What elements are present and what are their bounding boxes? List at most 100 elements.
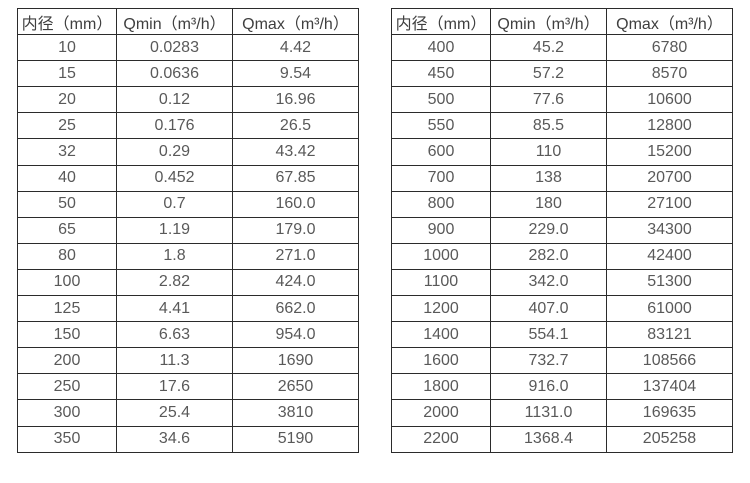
table-cell: 0.0636 — [116, 60, 233, 88]
table-cell: 2.82 — [116, 268, 233, 297]
table-row: 1000 282.0 42400 — [391, 242, 733, 270]
table-cell: 138 — [490, 164, 607, 192]
table-cell: 83121 — [606, 321, 733, 349]
table-cell: 6.63 — [116, 321, 233, 349]
table-cell: 0.176 — [116, 112, 233, 140]
table-cell: 108566 — [606, 347, 733, 375]
table-row: 250 17.6 2650 — [17, 373, 359, 401]
table-row: 40 0.452 67.85 — [17, 164, 359, 192]
table-cell: 11.3 — [116, 347, 233, 375]
table-cell: 57.2 — [490, 60, 607, 88]
table-cell: 732.7 — [490, 347, 607, 375]
table-cell: 110 — [490, 138, 607, 166]
table-cell: 450 — [391, 60, 491, 88]
table-cell: 662.0 — [232, 295, 359, 323]
table-cell: 600 — [391, 138, 491, 166]
table-cell: 4.41 — [116, 295, 233, 323]
table-cell: 700 — [391, 164, 491, 192]
table-cell: 4.42 — [232, 34, 359, 62]
table-cell: 1131.0 — [490, 399, 607, 427]
table-row: 700 138 20700 — [391, 164, 733, 192]
table-cell: 67.85 — [232, 164, 359, 192]
table-row: 900 229.0 34300 — [391, 216, 733, 244]
table-cell: 25 — [17, 112, 117, 140]
table-row: 25 0.176 26.5 — [17, 112, 359, 140]
table-cell: 26.5 — [232, 112, 359, 140]
table-cell: 34.6 — [116, 425, 233, 453]
table-cell: 169635 — [606, 399, 733, 427]
table-cell: 27100 — [606, 190, 733, 218]
table-cell: 10 — [17, 34, 117, 62]
table-row: 350 34.6 5190 — [17, 425, 359, 453]
table-cell: 40 — [17, 164, 117, 192]
table-cell: 916.0 — [490, 373, 607, 401]
table-cell: 1100 — [391, 268, 491, 297]
table-cell: 17.6 — [116, 373, 233, 401]
table-cell: 15200 — [606, 138, 733, 166]
table-cell: 20 — [17, 86, 117, 114]
table-cell: 12800 — [606, 112, 733, 140]
table-row: 1800 916.0 137404 — [391, 373, 733, 401]
table-row: 1200 407.0 61000 — [391, 295, 733, 323]
table-cell: 2650 — [232, 373, 359, 401]
table-cell: 282.0 — [490, 242, 607, 270]
table-cell: 10600 — [606, 86, 733, 114]
table-row: 80 1.8 271.0 — [17, 242, 359, 270]
table-cell: 5190 — [232, 425, 359, 453]
table-row: 10 0.0283 4.42 — [17, 34, 359, 62]
table-cell: 25.4 — [116, 399, 233, 427]
table-cell: 300 — [17, 399, 117, 427]
table-cell: 80 — [17, 242, 117, 270]
table-row: 300 25.4 3810 — [17, 399, 359, 427]
table-row: 2200 1368.4 205258 — [391, 425, 733, 453]
column-header: Qmax（m³/h） — [232, 7, 359, 36]
table-row: 800 180 27100 — [391, 190, 733, 218]
table-cell: 3810 — [232, 399, 359, 427]
table-cell: 137404 — [606, 373, 733, 401]
table-row: 500 77.6 10600 — [391, 86, 733, 114]
table-cell: 0.7 — [116, 190, 233, 218]
table-row: 600 110 15200 — [391, 138, 733, 166]
table-cell: 1800 — [391, 373, 491, 401]
table-cell: 45.2 — [490, 34, 607, 62]
table-row: 1600 732.7 108566 — [391, 347, 733, 375]
table-cell: 65 — [17, 216, 117, 244]
flow-table-small-diameters: 内径（mm） Qmin（m³/h） Qmax（m³/h） 10 0.0283 4.42 15… — [17, 7, 359, 453]
table-cell: 8570 — [606, 60, 733, 88]
table-row: 2000 1131.0 169635 — [391, 399, 733, 427]
table-cell: 205258 — [606, 425, 733, 453]
table-cell: 20700 — [606, 164, 733, 192]
table-cell: 42400 — [606, 242, 733, 270]
table-cell: 43.42 — [232, 138, 359, 166]
table-row: 200 11.3 1690 — [17, 347, 359, 375]
table-cell: 180 — [490, 190, 607, 218]
table-cell: 2000 — [391, 399, 491, 427]
table-cell: 1400 — [391, 321, 491, 349]
table-cell: 900 — [391, 216, 491, 244]
table-cell: 200 — [17, 347, 117, 375]
table-cell: 1368.4 — [490, 425, 607, 453]
table-cell: 15 — [17, 60, 117, 88]
column-header: Qmax（m³/h） — [606, 7, 733, 36]
column-header: Qmin（m³/h） — [490, 7, 607, 36]
table-cell: 407.0 — [490, 295, 607, 323]
table-cell: 0.29 — [116, 138, 233, 166]
table-row: 50 0.7 160.0 — [17, 190, 359, 218]
table-cell: 400 — [391, 34, 491, 62]
table-cell: 0.452 — [116, 164, 233, 192]
table-row: 125 4.41 662.0 — [17, 295, 359, 323]
table-row: 1100 342.0 51300 — [391, 268, 733, 297]
table-cell: 0.12 — [116, 86, 233, 114]
table-cell: 0.0283 — [116, 34, 233, 62]
table-cell: 34300 — [606, 216, 733, 244]
table-cell: 32 — [17, 138, 117, 166]
table-cell: 160.0 — [232, 190, 359, 218]
table-cell: 229.0 — [490, 216, 607, 244]
table-cell: 1.19 — [116, 216, 233, 244]
table-row: 15 0.0636 9.54 — [17, 60, 359, 88]
table-cell: 2200 — [391, 425, 491, 453]
table-cell: 342.0 — [490, 268, 607, 297]
table-cell: 271.0 — [232, 242, 359, 270]
table-row: 100 2.82 424.0 — [17, 268, 359, 297]
table-cell: 800 — [391, 190, 491, 218]
